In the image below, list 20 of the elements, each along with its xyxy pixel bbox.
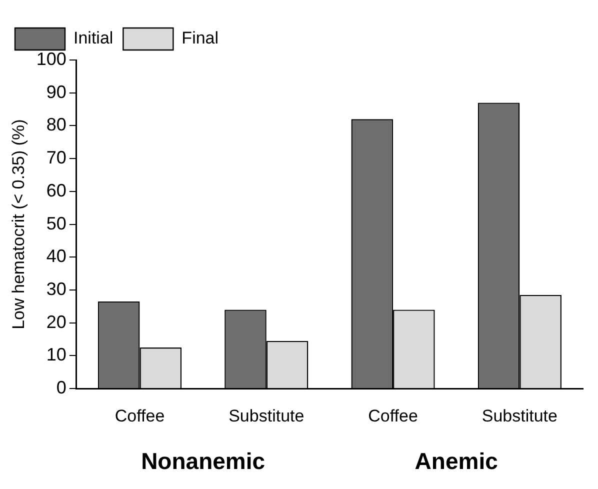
y-tick-label: 10 [46, 344, 66, 365]
y-tick-label: 90 [46, 82, 66, 102]
text: Anemic [414, 448, 498, 475]
y-tick-label: 0 [56, 378, 66, 398]
x-tick-label: Substitute [228, 406, 304, 426]
text: Nonanemic [141, 448, 266, 475]
x-tick-label: Coffee [114, 406, 165, 426]
y-tick-label: 40 [46, 246, 66, 266]
x-tick-label: Substitute [482, 406, 558, 426]
y-tick-label: 70 [46, 148, 66, 168]
x-tick-label: Coffee [368, 406, 418, 426]
y-axis-title: Low hematocrit (< 0.35) (%) [8, 119, 28, 330]
y-tick-label: 30 [46, 278, 66, 299]
legend-label: Final [182, 28, 219, 48]
y-tick-label: 100 [36, 48, 66, 69]
y-tick-label: 50 [46, 213, 66, 234]
y-tick-label: 20 [46, 312, 66, 332]
y-tick-label: 60 [46, 180, 66, 200]
y-tick-label: 80 [46, 114, 66, 135]
legend-label: Initial [74, 28, 114, 48]
